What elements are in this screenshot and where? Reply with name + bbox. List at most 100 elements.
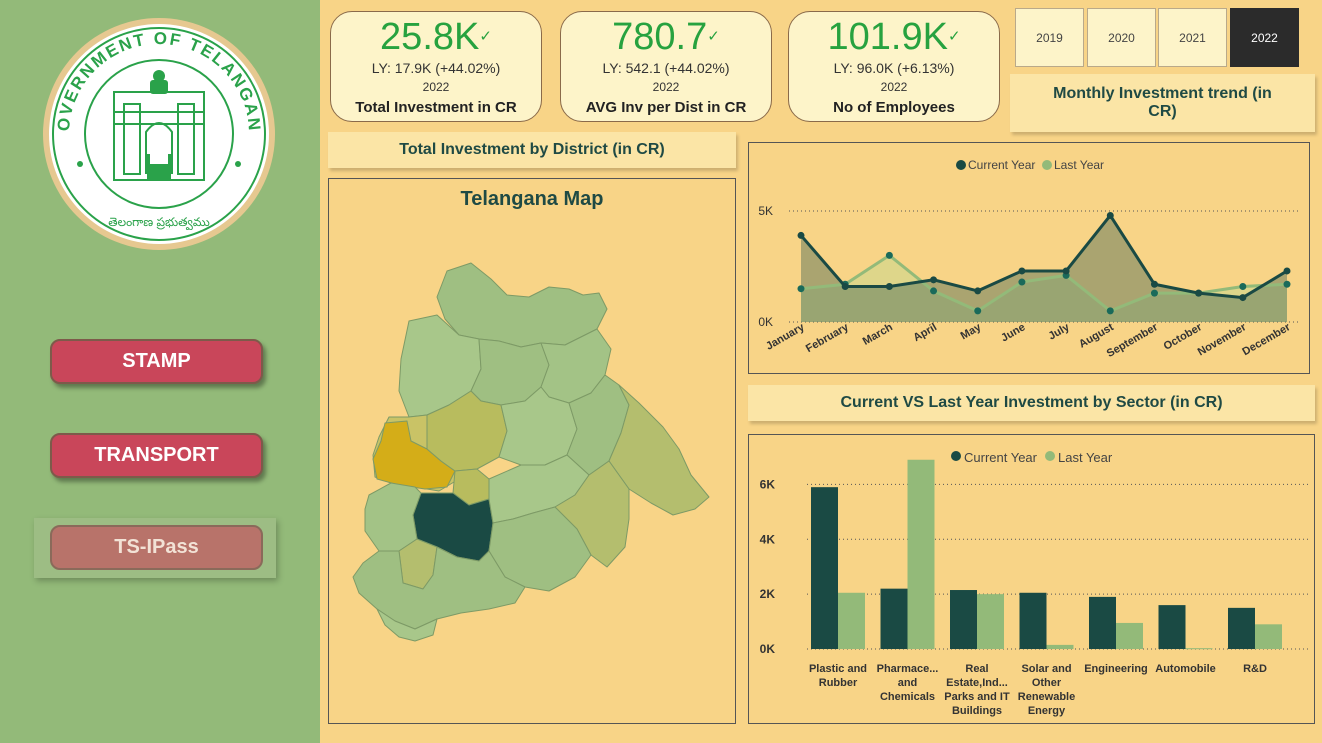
bar-last-year[interactable] (838, 592, 865, 649)
bar-last-year[interactable] (907, 459, 935, 649)
kpi-year: 2022 (422, 80, 450, 94)
monthly-trend-chart-panel: Current Year Last Year 5K 0K January Febr… (748, 142, 1310, 374)
data-point[interactable] (1283, 267, 1291, 275)
legend-label-current-year: Current Year (968, 158, 1035, 172)
bar-last-year[interactable] (1185, 648, 1213, 650)
legend-label-current-year: Current Year (964, 450, 1038, 465)
x-tick-label: March (861, 321, 895, 348)
sector-comparison-label: Current VS Last Year Investment by Secto… (748, 385, 1315, 421)
data-point[interactable] (1018, 278, 1026, 286)
data-point[interactable] (885, 282, 893, 290)
bar-current-year[interactable] (1228, 607, 1255, 649)
x-tick-label: R&D (1243, 663, 1267, 675)
check-icon: ✓ (947, 28, 961, 45)
check-icon: ✓ (479, 28, 492, 45)
charminar-icon (147, 154, 171, 180)
kpi-value: 25.8K (380, 16, 480, 58)
bar-last-year[interactable] (1255, 624, 1282, 649)
data-point[interactable] (1062, 267, 1070, 275)
series-line-current-year (799, 212, 1288, 300)
data-point[interactable] (1106, 307, 1114, 315)
kpi-card-avg-investment: 780.7✓ LY: 542.1 (+44.02%) 2022 AVG Inv … (560, 11, 772, 122)
sidebar: GOVERNMENT OF TELANGANA తెలంగాణ ప్రభుత్వ… (0, 0, 320, 743)
data-point[interactable] (1018, 267, 1026, 275)
x-tick-label: Real Estate,Ind... Parks and IT Buildings (944, 663, 1010, 717)
stamp-button[interactable]: STAMP (50, 339, 263, 384)
y-tick-label: 2K (760, 587, 776, 601)
data-point[interactable] (974, 287, 982, 295)
kpi-last-year: LY: 542.1 (+44.02%) (602, 60, 730, 76)
kpi-value: 101.9K (827, 16, 948, 58)
year-slicer-2021[interactable]: 2021 (1158, 8, 1227, 67)
kpi-year: 2022 (652, 80, 680, 94)
data-point[interactable] (1239, 294, 1247, 302)
telangana-district-map (352, 262, 710, 642)
y-tick-label: 0K (760, 642, 776, 656)
series-area-current-year (801, 215, 1287, 322)
data-point[interactable] (841, 282, 849, 290)
data-point[interactable] (1150, 289, 1158, 297)
year-slicer-2022[interactable]: 2022 (1230, 8, 1299, 67)
sector-bar-chart: Current Year Last Year 0K 2K 4K 6K Plastic … (760, 450, 1309, 717)
data-point[interactable] (930, 287, 938, 295)
x-tick-label: Pharmace... and Chemicals (877, 663, 939, 703)
ts-ipass-button[interactable]: TS-IPass (50, 525, 263, 570)
bar-current-year[interactable] (1158, 605, 1186, 649)
bar-current-year[interactable] (1019, 592, 1047, 649)
data-point[interactable] (1150, 280, 1158, 288)
data-point[interactable] (1283, 280, 1291, 288)
bar-last-year[interactable] (977, 594, 1004, 649)
bar-current-year[interactable] (1089, 596, 1116, 649)
district-region[interactable] (376, 608, 438, 642)
bar-current-year[interactable] (811, 487, 838, 649)
y-tick-label: 5K (758, 204, 773, 218)
kpi-last-year: LY: 17.9K (+44.02%) (371, 60, 501, 76)
bar-last-year[interactable] (1046, 644, 1074, 649)
district-region[interactable] (364, 482, 422, 552)
series-line-last-year (800, 253, 1288, 313)
bar-last-year[interactable] (1116, 622, 1143, 649)
sector-bar-chart-panel: Current Year Last Year 0K 2K 4K 6K Plastic … (748, 434, 1315, 724)
x-tick-label: Automobile (1155, 663, 1216, 675)
kpi-card-total-investment: 25.8K✓ LY: 17.9K (+44.02%) 2022 Total In… (330, 11, 542, 122)
bar-current-year[interactable] (950, 590, 977, 649)
ashoka-emblem-icon (150, 70, 168, 94)
data-point[interactable] (885, 251, 893, 259)
data-point[interactable] (1239, 282, 1247, 290)
y-tick-label: 6K (760, 477, 776, 491)
monthly-line-chart: Current Year Last Year 5K 0K JanuaryFebr… (758, 158, 1299, 360)
district-region[interactable] (436, 262, 608, 348)
x-tick-label: April (911, 321, 939, 344)
data-point[interactable] (930, 276, 938, 284)
bar-current-year[interactable] (880, 588, 908, 649)
series-area-last-year (801, 255, 1287, 322)
year-slicer-2019[interactable]: 2019 (1015, 8, 1084, 67)
district-region[interactable] (372, 420, 456, 490)
x-tick-label: February (804, 321, 852, 355)
data-point[interactable] (1195, 289, 1203, 297)
legend-swatch-last-year (1042, 160, 1052, 170)
data-point[interactable] (797, 285, 805, 293)
kpi-title: Total Investment in CR (355, 99, 517, 116)
legend-swatch-current-year (951, 451, 961, 461)
x-tick-label: July (1047, 321, 1073, 343)
kpi-title: No of Employees (833, 99, 955, 116)
legend-label-last-year: Last Year (1058, 450, 1113, 465)
x-tick-label: Solar and Other Renewable Energy (1018, 663, 1075, 717)
telangana-emblem-logo: GOVERNMENT OF TELANGANA తెలంగాణ ప్రభుత్వ… (42, 14, 275, 250)
x-tick-label: May (959, 321, 984, 343)
data-point[interactable] (974, 307, 982, 315)
x-tick-label: Engineering (1084, 663, 1148, 675)
year-slicer-2020[interactable]: 2020 (1087, 8, 1156, 67)
kpi-last-year: LY: 96.0K (+6.13%) (833, 60, 955, 76)
x-tick-label: September (1105, 321, 1161, 360)
telangana-map-panel: Telangana Map (328, 178, 736, 724)
data-point[interactable] (1106, 211, 1114, 219)
kpi-card-employees: 101.9K✓ LY: 96.0K (+6.13%) 2022 No of Em… (788, 11, 1000, 122)
district-region[interactable] (352, 546, 526, 630)
transport-button[interactable]: TRANSPORT (50, 433, 263, 478)
data-point[interactable] (797, 231, 805, 239)
district-region[interactable] (608, 384, 710, 516)
map-title: Telangana Map (460, 188, 604, 210)
kpi-value: 780.7 (612, 16, 708, 58)
